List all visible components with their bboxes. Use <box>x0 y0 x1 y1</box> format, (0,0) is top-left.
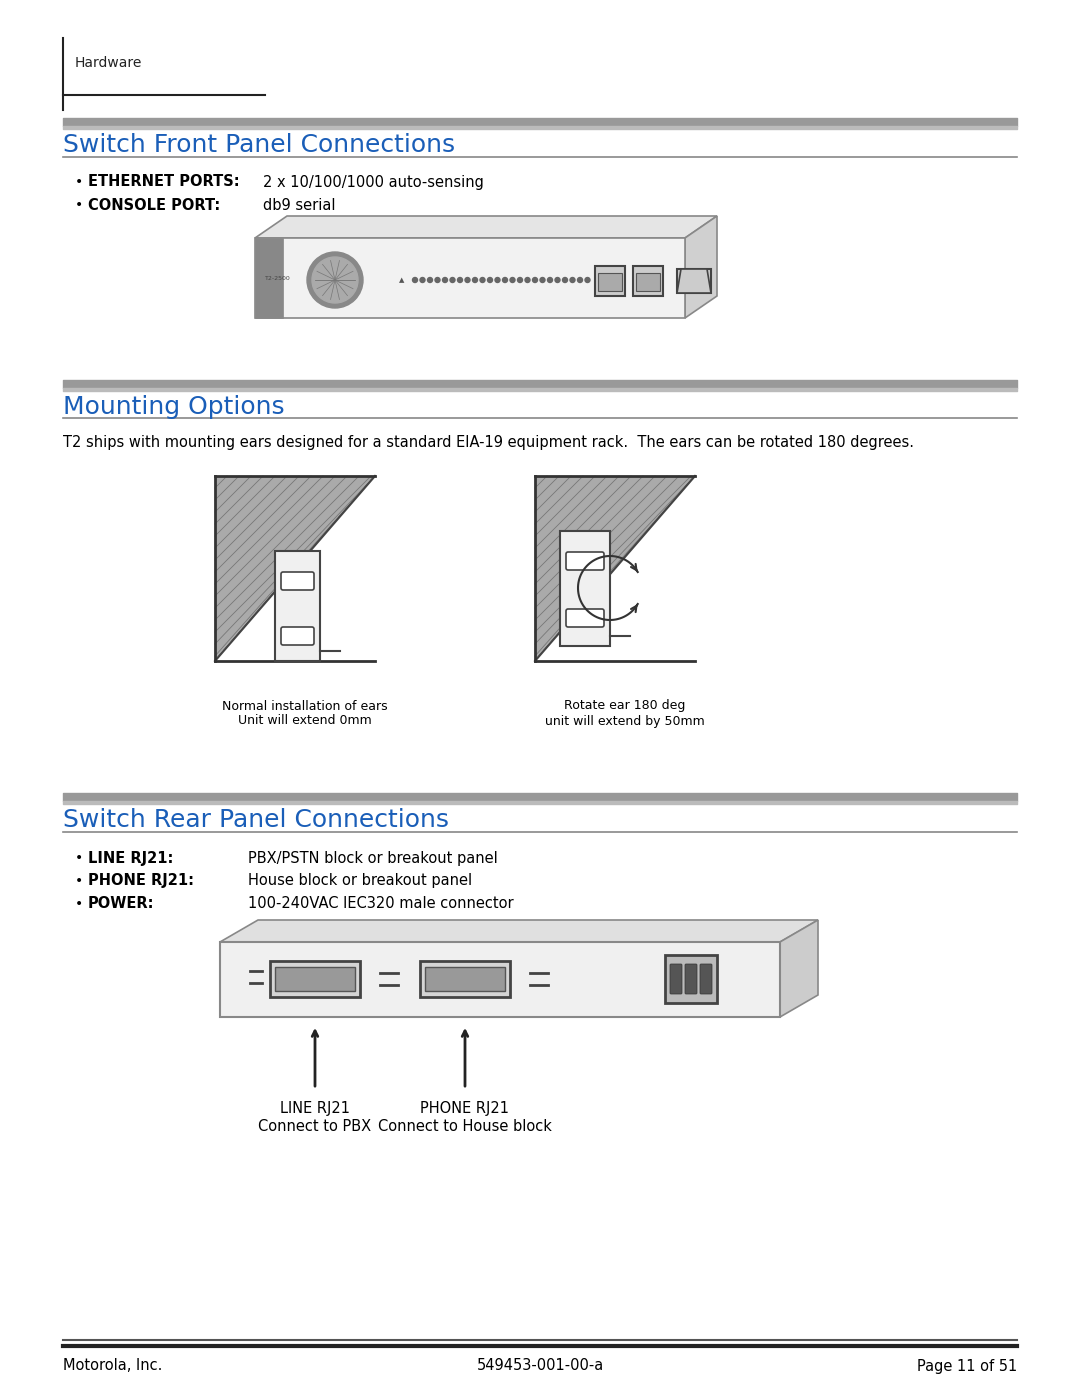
FancyBboxPatch shape <box>700 964 712 995</box>
Polygon shape <box>215 476 375 661</box>
Text: ETHERNET PORTS:: ETHERNET PORTS: <box>87 175 240 190</box>
Text: 549453-001-00-a: 549453-001-00-a <box>476 1358 604 1373</box>
Polygon shape <box>685 217 717 319</box>
Text: CONSOLE PORT:: CONSOLE PORT: <box>87 197 220 212</box>
Circle shape <box>428 278 432 282</box>
Bar <box>220 942 780 1017</box>
Bar <box>677 270 711 293</box>
FancyBboxPatch shape <box>275 967 355 990</box>
Text: T2-2500: T2-2500 <box>265 277 291 282</box>
FancyBboxPatch shape <box>420 961 510 997</box>
FancyBboxPatch shape <box>281 571 314 590</box>
Bar <box>595 265 625 296</box>
Text: Rotate ear 180 deg: Rotate ear 180 deg <box>565 700 686 712</box>
Polygon shape <box>535 476 696 661</box>
Bar <box>255 237 283 319</box>
Circle shape <box>480 278 485 282</box>
Polygon shape <box>215 476 375 661</box>
FancyBboxPatch shape <box>665 956 717 1003</box>
Text: POWER:: POWER: <box>87 897 154 911</box>
Circle shape <box>420 278 426 282</box>
Text: Unit will extend 0mm: Unit will extend 0mm <box>238 714 372 728</box>
Circle shape <box>517 278 523 282</box>
Circle shape <box>502 278 508 282</box>
Text: T2 ships with mounting ears designed for a standard EIA-19 equipment rack.  The : T2 ships with mounting ears designed for… <box>63 436 914 450</box>
Text: Normal installation of ears: Normal installation of ears <box>222 700 388 712</box>
Polygon shape <box>780 921 818 1017</box>
Text: Connect to PBX: Connect to PBX <box>258 1119 372 1134</box>
Circle shape <box>465 278 470 282</box>
FancyBboxPatch shape <box>281 627 314 645</box>
Text: Connect to House block: Connect to House block <box>378 1119 552 1134</box>
Circle shape <box>510 278 515 282</box>
Text: db9 serial: db9 serial <box>264 197 336 212</box>
Circle shape <box>450 278 455 282</box>
Polygon shape <box>255 217 717 237</box>
FancyBboxPatch shape <box>426 967 505 990</box>
Text: Mounting Options: Mounting Options <box>63 395 285 419</box>
Circle shape <box>555 278 561 282</box>
Text: unit will extend by 50mm: unit will extend by 50mm <box>545 714 705 728</box>
Circle shape <box>312 257 357 303</box>
Circle shape <box>578 278 582 282</box>
Text: Hardware: Hardware <box>75 56 143 70</box>
Circle shape <box>548 278 553 282</box>
FancyBboxPatch shape <box>670 964 681 995</box>
Bar <box>275 550 320 661</box>
Text: Motorola, Inc.: Motorola, Inc. <box>63 1358 162 1373</box>
Circle shape <box>443 278 447 282</box>
Text: •: • <box>75 851 83 865</box>
Circle shape <box>458 278 462 282</box>
Text: PHONE RJ21:: PHONE RJ21: <box>87 873 194 888</box>
Circle shape <box>540 278 545 282</box>
Text: •: • <box>75 875 83 888</box>
Polygon shape <box>677 270 711 293</box>
Polygon shape <box>220 921 818 942</box>
Bar <box>598 272 622 291</box>
Text: •: • <box>75 175 83 189</box>
Text: Switch Rear Panel Connections: Switch Rear Panel Connections <box>63 807 449 833</box>
Text: House block or breakout panel: House block or breakout panel <box>248 873 472 888</box>
Text: •: • <box>75 198 83 212</box>
Text: Switch Front Panel Connections: Switch Front Panel Connections <box>63 133 455 156</box>
Bar <box>255 237 685 319</box>
Circle shape <box>495 278 500 282</box>
Text: 100-240VAC IEC320 male connector: 100-240VAC IEC320 male connector <box>248 897 514 911</box>
Text: •: • <box>75 897 83 911</box>
Circle shape <box>525 278 530 282</box>
Bar <box>636 272 660 291</box>
Circle shape <box>570 278 575 282</box>
Bar <box>561 531 610 645</box>
Circle shape <box>585 278 590 282</box>
Text: PHONE RJ21: PHONE RJ21 <box>420 1101 510 1116</box>
FancyBboxPatch shape <box>566 552 604 570</box>
Circle shape <box>307 251 363 307</box>
Circle shape <box>473 278 477 282</box>
Text: LINE RJ21: LINE RJ21 <box>280 1101 350 1116</box>
Text: Page 11 of 51: Page 11 of 51 <box>917 1358 1017 1373</box>
Text: PBX/PSTN block or breakout panel: PBX/PSTN block or breakout panel <box>248 851 498 866</box>
FancyBboxPatch shape <box>270 961 360 997</box>
Circle shape <box>435 278 440 282</box>
Text: LINE RJ21:: LINE RJ21: <box>87 851 174 866</box>
FancyBboxPatch shape <box>685 964 697 995</box>
Circle shape <box>532 278 538 282</box>
Circle shape <box>413 278 418 282</box>
Text: ▲: ▲ <box>400 277 405 284</box>
Circle shape <box>563 278 567 282</box>
Polygon shape <box>535 476 696 661</box>
FancyBboxPatch shape <box>566 609 604 627</box>
Bar <box>633 265 663 296</box>
Circle shape <box>487 278 492 282</box>
Text: 2 x 10/100/1000 auto-sensing: 2 x 10/100/1000 auto-sensing <box>264 175 484 190</box>
